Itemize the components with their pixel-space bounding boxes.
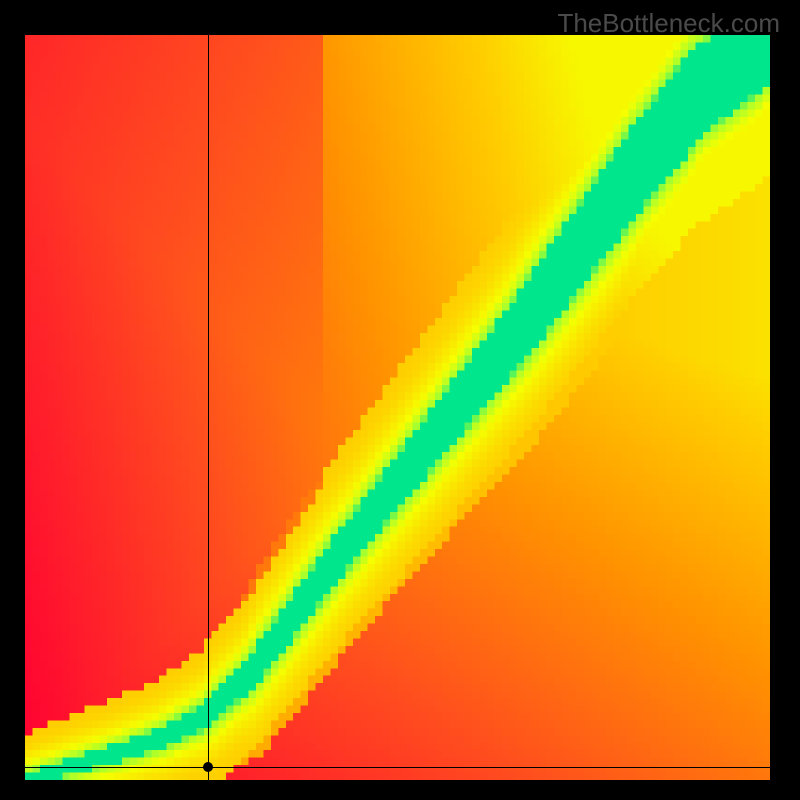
crosshair-horizontal <box>25 767 770 768</box>
watermark-text: TheBottleneck.com <box>557 8 780 39</box>
chart-container: TheBottleneck.com <box>0 0 800 800</box>
bottleneck-heatmap <box>25 35 770 780</box>
crosshair-vertical <box>208 35 209 780</box>
crosshair-marker <box>203 762 213 772</box>
